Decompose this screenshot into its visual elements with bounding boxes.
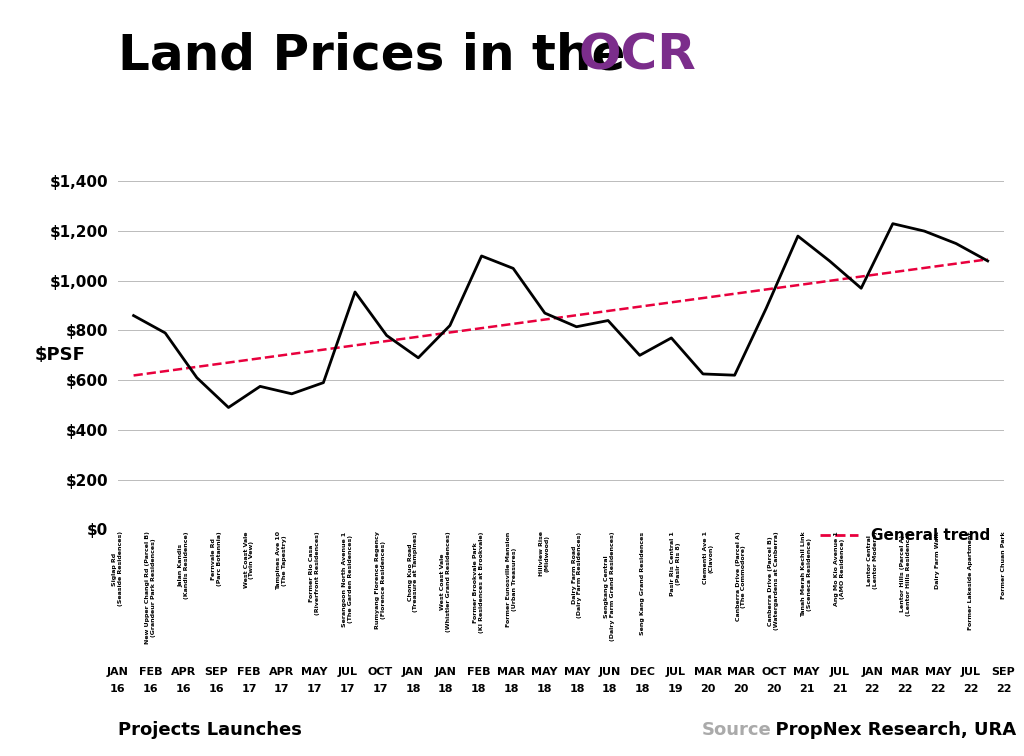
- Text: 18: 18: [537, 684, 552, 694]
- Text: 20: 20: [766, 684, 781, 694]
- Text: Former Rio Casa
(Riverfront Residences): Former Rio Casa (Riverfront Residences): [309, 531, 319, 615]
- Text: 19: 19: [668, 684, 683, 694]
- Text: Land Prices in the: Land Prices in the: [118, 32, 642, 79]
- Text: $PSF: $PSF: [35, 346, 86, 364]
- Text: JAN: JAN: [435, 667, 457, 677]
- Text: 18: 18: [635, 684, 650, 694]
- Text: 18: 18: [602, 684, 617, 694]
- Text: Former Eunosville Mansion
(Urban Treasures): Former Eunosville Mansion (Urban Treasur…: [506, 531, 517, 627]
- Text: Tanah Merah Kechil Link
(Sceneca Residence): Tanah Merah Kechil Link (Sceneca Residen…: [802, 531, 812, 617]
- Text: 21: 21: [799, 684, 814, 694]
- Text: 17: 17: [307, 684, 323, 694]
- Text: 22: 22: [897, 684, 912, 694]
- Text: 18: 18: [406, 684, 421, 694]
- Text: 16: 16: [208, 684, 224, 694]
- Text: Lentor Hills (Parcel A)
(Lentor Hills Residence): Lentor Hills (Parcel A) (Lentor Hills Re…: [900, 531, 910, 616]
- Text: JUN: JUN: [599, 667, 621, 677]
- Text: FEB: FEB: [139, 667, 163, 677]
- Text: JAN: JAN: [106, 667, 129, 677]
- Text: 21: 21: [831, 684, 847, 694]
- Text: JAN: JAN: [861, 667, 884, 677]
- Text: Canberra Drive (Parcel B)
(Watergardens at Canberra): Canberra Drive (Parcel B) (Watergardens …: [768, 531, 779, 630]
- Text: Dairy Farm Road
(Dairy Farm Residences): Dairy Farm Road (Dairy Farm Residences): [571, 531, 583, 618]
- Text: JAN: JAN: [402, 667, 424, 677]
- Text: New Upper Changi Rd (Parcel B)
(Grandeur Park Residences): New Upper Changi Rd (Parcel B) (Grandeur…: [145, 531, 156, 644]
- Text: MAR: MAR: [727, 667, 755, 677]
- Text: SEP: SEP: [991, 667, 1016, 677]
- Text: 16: 16: [175, 684, 191, 694]
- Text: Former Chuan Park: Former Chuan Park: [1001, 531, 1006, 599]
- Legend: General trend: General trend: [814, 522, 996, 550]
- Text: Chong Kuo Road
(Treasure at Tampines): Chong Kuo Road (Treasure at Tampines): [408, 531, 419, 612]
- Text: Tampines Ave 10
(The Tapestry): Tampines Ave 10 (The Tapestry): [276, 531, 287, 590]
- Text: 17: 17: [373, 684, 388, 694]
- Text: MAY: MAY: [794, 667, 820, 677]
- Text: Hillview Rise
(Midwood): Hillview Rise (Midwood): [539, 531, 550, 577]
- Text: Canberra Drive (Parcel A)
(The Commodore): Canberra Drive (Parcel A) (The Commodore…: [735, 531, 746, 621]
- Text: 22: 22: [963, 684, 979, 694]
- Text: Seng Kang Grand Residences: Seng Kang Grand Residences: [640, 531, 645, 634]
- Text: APR: APR: [171, 667, 196, 677]
- Text: Sengkang Central
(Dairy Farm Grand Residences): Sengkang Central (Dairy Farm Grand Resid…: [604, 531, 615, 641]
- Text: 17: 17: [274, 684, 290, 694]
- Text: FEB: FEB: [467, 667, 490, 677]
- Text: 18: 18: [471, 684, 486, 694]
- Text: Siglap Rd
(Seaside Residences): Siglap Rd (Seaside Residences): [113, 531, 123, 606]
- Text: Projects Launches: Projects Launches: [118, 721, 302, 739]
- Text: 22: 22: [995, 684, 1012, 694]
- Text: OCT: OCT: [368, 667, 393, 677]
- Text: Clementi Ave 1
(Clavon): Clementi Ave 1 (Clavon): [702, 531, 714, 584]
- Text: Former Lakeside Apartment: Former Lakeside Apartment: [969, 531, 973, 630]
- Text: DEC: DEC: [630, 667, 655, 677]
- Text: 17: 17: [340, 684, 355, 694]
- Text: Dairy Farm Walk: Dairy Farm Walk: [935, 531, 940, 589]
- Text: JUL: JUL: [961, 667, 981, 677]
- Text: OCR: OCR: [579, 32, 696, 79]
- Text: MAR: MAR: [498, 667, 525, 677]
- Text: Former Brookvale Park
(KI Residences at Brookvale): Former Brookvale Park (KI Residences at …: [473, 531, 484, 633]
- Text: SEP: SEP: [205, 667, 228, 677]
- Text: West Coast Vale
(Whistler Grand Residences): West Coast Vale (Whistler Grand Residenc…: [440, 531, 452, 632]
- Text: West Coast Vale
(Twin Vew): West Coast Vale (Twin Vew): [244, 531, 254, 588]
- Text: Serangoon North Avenue 1
(The Garden Residences): Serangoon North Avenue 1 (The Garden Res…: [342, 531, 353, 627]
- Text: 17: 17: [242, 684, 257, 694]
- Text: Pasir Ris Central 1
(Pasir Ris 8): Pasir Ris Central 1 (Pasir Ris 8): [670, 531, 681, 596]
- Text: FEB: FEB: [238, 667, 261, 677]
- Text: 20: 20: [700, 684, 716, 694]
- Text: MAR: MAR: [694, 667, 722, 677]
- Text: 16: 16: [110, 684, 126, 694]
- Text: Fernvale Rd
(Parc Botannia): Fernvale Rd (Parc Botannia): [211, 531, 221, 586]
- Text: MAY: MAY: [925, 667, 951, 677]
- Text: 18: 18: [438, 684, 454, 694]
- Text: 22: 22: [930, 684, 945, 694]
- Text: Lentor Central
(Lentor Modern): Lentor Central (Lentor Modern): [867, 531, 878, 589]
- Text: 20: 20: [733, 684, 749, 694]
- Text: Rumyang Florence Regency
(Florence Residences): Rumyang Florence Regency (Florence Resid…: [375, 531, 386, 630]
- Text: JUL: JUL: [337, 667, 357, 677]
- Text: Source: Source: [701, 721, 771, 739]
- Text: 18: 18: [569, 684, 585, 694]
- Text: 22: 22: [864, 684, 880, 694]
- Text: MAY: MAY: [531, 667, 557, 677]
- Text: APR: APR: [269, 667, 295, 677]
- Text: JUL: JUL: [829, 667, 850, 677]
- Text: 18: 18: [504, 684, 519, 694]
- Text: MAR: MAR: [891, 667, 920, 677]
- Text: 16: 16: [142, 684, 159, 694]
- Text: MAY: MAY: [301, 667, 328, 677]
- Text: PropNex Research, URA: PropNex Research, URA: [763, 721, 1016, 739]
- Text: JUL: JUL: [666, 667, 685, 677]
- Text: MAY: MAY: [564, 667, 590, 677]
- Text: Jalan Kandis
(Kandis Residence): Jalan Kandis (Kandis Residence): [178, 531, 188, 599]
- Text: Ang Mo Kio Avenue 1
(AMO Residence): Ang Mo Kio Avenue 1 (AMO Residence): [835, 531, 845, 606]
- Text: OCT: OCT: [761, 667, 786, 677]
